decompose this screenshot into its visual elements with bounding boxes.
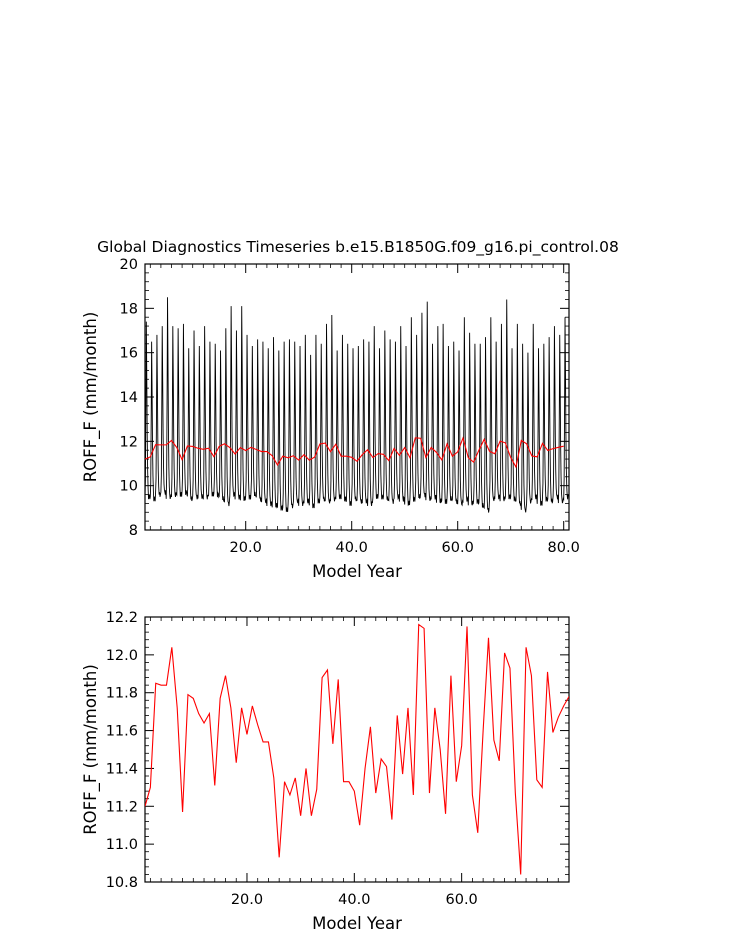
bottom-y-tick-label: 11.6 — [106, 724, 138, 740]
top-y-tick-label: 18 — [120, 301, 138, 317]
bottom-y-tick-label: 11.8 — [106, 686, 138, 702]
top-y-axis-label: ROFF_F (mm/month) — [81, 312, 101, 483]
top-chart: 20.0 40.0 60.0 80.0 8 10 12 14 16 18 20 Model Year R… — [81, 257, 580, 581]
top-x-tick-label: 20.0 — [230, 540, 262, 556]
bottom-x-axis-label: Model Year — [312, 914, 402, 933]
top-y-tick-label: 16 — [120, 346, 138, 362]
bottom-series-annual — [145, 623, 569, 875]
bottom-y-tick-label: 12.0 — [106, 648, 138, 664]
bottom-y-tick-label: 11.4 — [106, 761, 138, 777]
bottom-y-tick-label: 11.0 — [106, 837, 138, 853]
bottom-x-tick-label: 20.0 — [231, 892, 263, 908]
bottom-y-tick-label: 10.8 — [106, 875, 138, 891]
bottom-chart: 20.0 40.0 60.0 10.8 11.0 11.2 11.4 11.6 11.8 12.0… — [81, 610, 570, 933]
figure-title: Global Diagnostics Timeseries b.e15.B185… — [97, 238, 619, 257]
top-x-tick-label: 40.0 — [336, 540, 368, 556]
top-series-annual — [145, 436, 564, 469]
top-x-tick-label: 60.0 — [442, 540, 474, 556]
bottom-y-axis-label: ROFF_F (mm/month) — [81, 664, 101, 835]
top-series-monthly — [145, 297, 569, 513]
top-y-tick-label: 14 — [120, 390, 138, 406]
bottom-y-tick-label: 11.2 — [106, 799, 138, 815]
bottom-plot-frame — [144, 616, 570, 883]
bottom-x-tick-label: 60.0 — [446, 892, 478, 908]
top-y-tick-label: 8 — [129, 523, 138, 539]
bottom-y-tick-label: 12.2 — [106, 610, 138, 626]
bottom-x-tick-label: 40.0 — [338, 892, 370, 908]
top-y-tick-label: 12 — [120, 434, 138, 450]
top-x-axis-label: Model Year — [312, 562, 402, 581]
top-y-tick-label: 20 — [120, 257, 138, 273]
top-x-tick-label: 80.0 — [548, 540, 580, 556]
top-y-tick-label: 10 — [120, 479, 138, 495]
